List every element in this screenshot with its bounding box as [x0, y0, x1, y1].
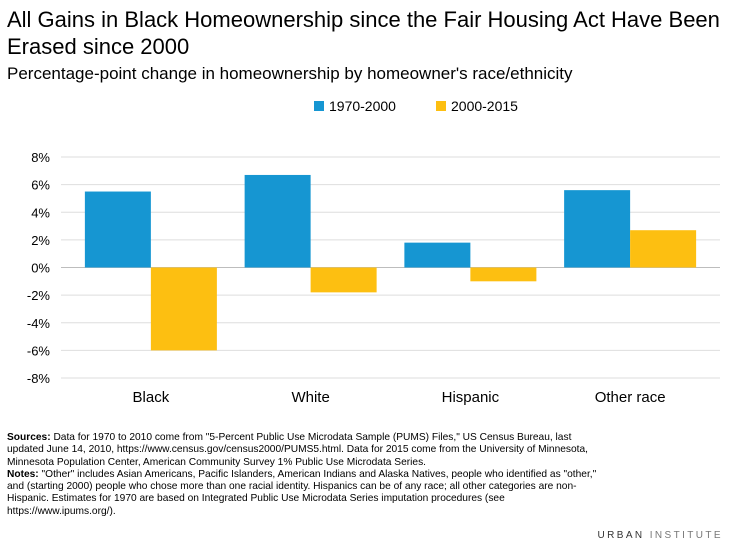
x-category-label: White — [291, 389, 329, 406]
sources-text: Data for 1970 to 2010 come from "5-Perce… — [7, 432, 588, 468]
y-tick-label: 0% — [31, 261, 50, 276]
chart-title: All Gains in Black Homeownership since t… — [7, 7, 720, 59]
y-tick-label: 6% — [31, 178, 50, 193]
y-tick-label: 2% — [31, 233, 50, 248]
x-category-label: Black — [133, 389, 170, 406]
urban-institute-logo: URBAN INSTITUTE — [598, 530, 723, 541]
legend-swatch — [436, 101, 446, 111]
bar — [564, 190, 631, 268]
bar-chart: 8% 6% 4% 2% 0% -2% -4% -6% -8% Black White Hispanic… — [27, 98, 720, 406]
sources-note: Sources: Data for 1970 to 2010 come from… — [7, 432, 597, 469]
brand-word-urban: URBAN — [597, 530, 645, 541]
bar — [244, 174, 311, 268]
legend-swatch — [314, 101, 324, 111]
notes-text: "Other" includes Asian Americans, Pacifi… — [7, 468, 597, 517]
brand-word-institute: INSTITUTE — [649, 530, 723, 541]
bar — [310, 267, 377, 293]
y-tick-label: -2% — [27, 288, 51, 303]
bar — [84, 191, 151, 268]
y-tick-label: -6% — [27, 343, 51, 358]
bar — [470, 267, 537, 282]
y-tick-label: 4% — [31, 205, 50, 220]
y-tick-label: -8% — [27, 371, 51, 386]
x-category-label: Other race — [595, 389, 666, 406]
bar — [630, 230, 697, 268]
bar — [404, 242, 471, 268]
legend-label: 1970-2000 — [329, 98, 396, 114]
notes-label: Notes: — [7, 468, 39, 480]
notes-note: Notes: "Other" includes Asian Americans,… — [7, 469, 597, 518]
bar — [150, 267, 217, 351]
y-tick-label: -4% — [27, 316, 51, 331]
chart-subtitle: Percentage-point change in homeownership… — [7, 64, 573, 83]
sources-label: Sources: — [7, 432, 51, 443]
x-category-label: Hispanic — [442, 389, 500, 406]
legend-label: 2000-2015 — [451, 98, 518, 114]
footnotes: Sources: Data for 1970 to 2010 come from… — [7, 432, 597, 518]
y-tick-label: 8% — [31, 150, 50, 165]
